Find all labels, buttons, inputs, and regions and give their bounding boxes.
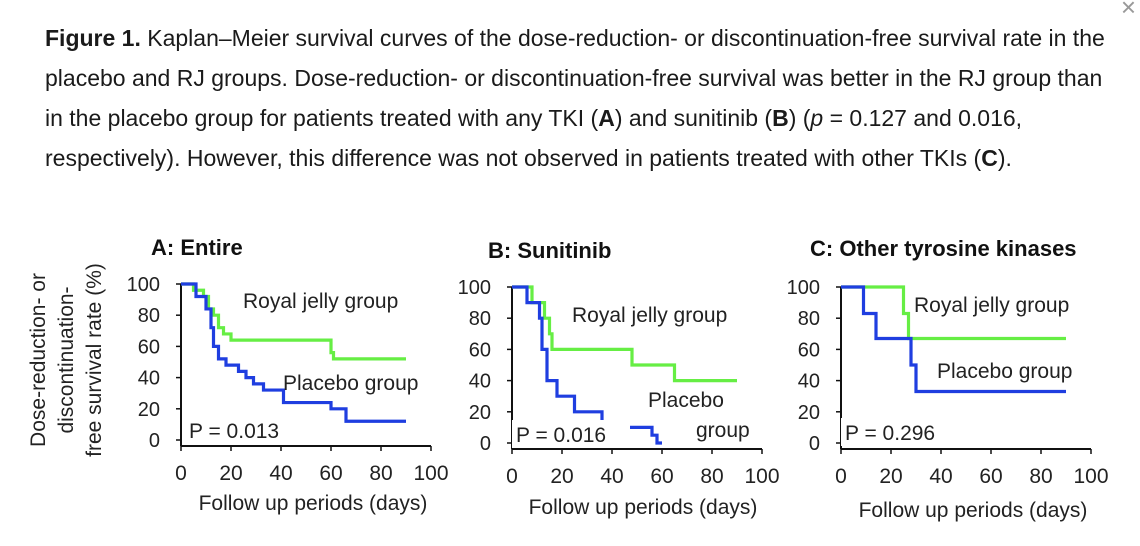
royal-jelly-group-label: Royal jelly group: [243, 290, 398, 313]
placebo-group-label: Placebo group: [937, 360, 1072, 383]
caption-label: Figure 1.: [45, 25, 141, 51]
y-tick-label: 20: [798, 402, 820, 424]
y-tick-label: 20: [469, 402, 491, 424]
y-tick-label: 80: [469, 308, 491, 330]
royal-jelly-group-label: Royal jelly group: [914, 294, 1069, 317]
y-tick-label: 60: [138, 336, 160, 358]
x-tick-label: 60: [979, 465, 1002, 488]
y-tick-label: 60: [469, 339, 491, 361]
x-tick-label: 100: [1073, 465, 1108, 488]
x-tick-label: 40: [929, 465, 952, 488]
close-icon[interactable]: ×: [1120, 0, 1136, 22]
placebo-group-label: Placebo: [648, 389, 724, 412]
x-axis-label: Follow up periods (days): [529, 496, 758, 519]
caption-ref-b: B: [772, 105, 789, 131]
y-tick-label: 40: [138, 368, 160, 390]
y-axis-label-line: discontinuation-: [55, 286, 78, 433]
caption-text-4: = 0.127 and 0.016, respectively). Howeve…: [45, 105, 1023, 171]
placebo-group-label: group: [696, 419, 750, 442]
royal-jelly-survival-curve: [181, 282, 406, 361]
caption-text-5: ).: [997, 145, 1012, 171]
y-tick-label: 40: [798, 371, 820, 393]
x-tick-label: 20: [550, 465, 573, 488]
caption-text-1: Kaplan–Meier survival curves of the dose…: [45, 25, 1105, 131]
royal-jelly-group-label: Royal jelly group: [572, 304, 727, 327]
y-tick-label: 80: [798, 308, 820, 330]
y-tick-label: 0: [809, 433, 820, 455]
p-value-background: [841, 418, 959, 446]
y-tick-label: 20: [138, 399, 160, 421]
caption-p-symbol: p: [810, 105, 824, 131]
x-tick-label: 60: [319, 462, 342, 485]
x-tick-label: 80: [1029, 465, 1052, 488]
x-tick-label: 20: [219, 462, 242, 485]
panel-title: B: Sunitinib: [488, 238, 611, 263]
x-tick-label: 40: [600, 465, 623, 488]
x-tick-label: 60: [650, 465, 673, 488]
y-tick-label: 100: [127, 274, 160, 296]
y-tick-label: 100: [458, 277, 491, 299]
x-tick-label: 100: [744, 465, 779, 488]
p-value-label: P = 0.013: [189, 420, 279, 443]
panel-title: C: Other tyrosine kinases: [810, 236, 1077, 261]
figure-svg: Dose-reduction- or discontinuation-free s…: [27, 235, 1109, 522]
y-tick-label: 80: [138, 305, 160, 327]
y-tick-label: 60: [798, 339, 820, 361]
royal-jelly-survival-curve: [841, 285, 1066, 341]
y-tick-label: 0: [149, 430, 160, 452]
x-tick-label: 40: [269, 462, 292, 485]
y-tick-label: 40: [469, 371, 491, 393]
p-value-background: [185, 416, 303, 444]
placebo-survival-curve: [181, 282, 406, 423]
placebo-survival-curve: [512, 285, 662, 445]
x-tick-label: 100: [413, 462, 448, 485]
panel-title: A: Entire: [151, 235, 243, 260]
caption-ref-c: C: [981, 145, 998, 171]
x-axis-label: Follow up periods (days): [199, 492, 428, 515]
x-tick-label: 0: [175, 462, 187, 485]
x-tick-label: 80: [700, 465, 723, 488]
caption-ref-a: A: [598, 105, 615, 131]
p-value-label: P = 0.016: [516, 424, 606, 447]
y-axis-label-line: free survival rate (%): [83, 263, 106, 457]
x-axis-label: Follow up periods (days): [859, 499, 1088, 522]
x-tick-label: 0: [835, 465, 847, 488]
caption-text-2: ) and sunitinib (: [614, 105, 773, 131]
y-axis-label-line: Dose-reduction- or: [27, 273, 50, 447]
x-tick-label: 80: [369, 462, 392, 485]
figure-caption: Figure 1. Kaplan–Meier survival curves o…: [45, 18, 1105, 178]
p-value-background: [512, 420, 630, 448]
y-tick-label: 100: [787, 277, 820, 299]
x-tick-label: 20: [879, 465, 902, 488]
p-value-label: P = 0.296: [845, 422, 935, 445]
kaplan-meier-figure: Dose-reduction- or discontinuation-free s…: [23, 230, 1118, 535]
caption-text-3: ) (: [788, 105, 811, 131]
placebo-survival-curve: [841, 285, 1066, 394]
x-tick-label: 0: [506, 465, 518, 488]
y-tick-label: 0: [480, 433, 491, 455]
placebo-group-label: Placebo group: [283, 372, 418, 395]
